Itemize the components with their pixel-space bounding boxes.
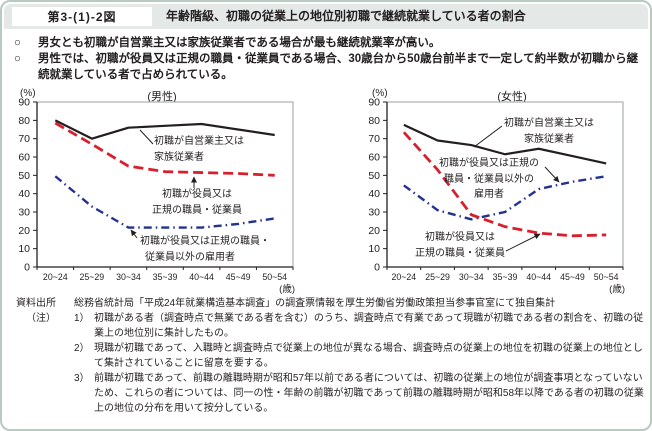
y-tick-label: 10 — [18, 243, 30, 255]
y-tick-label: 40 — [18, 188, 30, 200]
y-tick-label: 30 — [18, 207, 30, 219]
y-tick-label: 50 — [368, 170, 380, 182]
y-tick-label: 20 — [368, 225, 380, 237]
x-tick-label: 30~34 — [116, 272, 141, 282]
series-line-dashed — [402, 131, 607, 238]
source-row: 資料出所 総務省統計局「平成24年就業構造基本調査」の調査票情報を厚生労働省労働… — [16, 296, 644, 311]
x-tick-label: 35~39 — [493, 272, 518, 282]
y-tick-label: 30 — [368, 207, 380, 219]
note-items: 1） 初職がある者（調査時点で無業である者を含む）のうち、調査時点で有業であって… — [74, 311, 644, 416]
y-tick-label: 10 — [368, 243, 380, 255]
x-tick-label: 40~44 — [189, 272, 214, 282]
y-tick-label: 70 — [368, 133, 380, 145]
y-tick-label: 90 — [18, 97, 30, 109]
annotation-regular: 初職が役員又は 正規の職員・従業員 — [152, 189, 242, 216]
x-tick-label: 50~54 — [594, 272, 619, 282]
annotation-self-employed: 初職が自営業主又は 家族従業者 — [154, 136, 244, 163]
y-tick-label: 90 — [368, 97, 380, 109]
note-text: 現職が初職であって、入職時と調査時点で従業上の地位が異なる場合、調査時点の従業上… — [94, 343, 643, 369]
note-number: 1） — [74, 313, 90, 324]
x-tick-label: 45~49 — [560, 272, 585, 282]
chart-title-male: (男性) — [147, 91, 177, 103]
y-tick-label: 70 — [18, 133, 30, 145]
annotation-self-employed: 初職が自営業主又は 家族従業者 — [504, 118, 594, 145]
y-tick-label: 0 — [374, 262, 380, 274]
y-axis-unit: (%) — [372, 88, 388, 99]
y-tick-label: 20 — [18, 225, 30, 237]
note-row: （注） 1） 初職がある者（調査時点で無業である者を含む）のうち、調査時点で有業… — [16, 311, 644, 416]
source-text: 総務省統計局「平成24年就業構造基本調査」の調査票情報を厚生労働省労働政策担当参… — [74, 298, 556, 309]
x-tick-label: 50~54 — [262, 272, 287, 282]
bullet-text: 男性では、初職が役員又は正規の職員・従業員である場合、30歳台から50歳台前半ま… — [38, 53, 639, 81]
figure-number: 第3-(1)-2図 — [12, 7, 152, 26]
y-tick-label: 60 — [368, 152, 380, 164]
y-tick-label: 40 — [368, 188, 380, 200]
bullet-text: 男女とも初職が自営業主又は家族従業者である場合が最も継続就業率が高い。 — [38, 37, 441, 49]
note-item: 3） 前職が初職であって、前職の離職時期が昭和57年以前である者については、初職… — [74, 371, 644, 416]
y-axis-unit: (%) — [20, 88, 36, 99]
series-line-dashdot — [54, 175, 275, 229]
source-notes: 資料出所 総務省統計局「平成24年就業構造基本調査」の調査票情報を厚生労働省労働… — [16, 296, 644, 416]
y-tick-label: 80 — [18, 115, 30, 127]
note-number: 3） — [74, 373, 90, 384]
note-label: （注） — [26, 313, 56, 324]
x-tick-label: 40~44 — [526, 272, 551, 282]
series-line-dashed — [54, 121, 275, 177]
x-tick-label: 25~29 — [79, 272, 104, 282]
x-tick-label: 25~29 — [425, 272, 450, 282]
note-item: 2） 現職が初職であって、入職時と調査時点で従業上の地位が異なる場合、調査時点の… — [74, 341, 644, 371]
y-tick-label: 50 — [18, 170, 30, 182]
y-tick-label: 60 — [18, 152, 30, 164]
summary-bullet: ○ 男性では、初職が役員又は正規の職員・従業員である場合、30歳台から50歳台前… — [14, 51, 642, 83]
series-line-dashdot — [403, 175, 607, 221]
figure-title: 年齢階級、初職の従業上の地位別初職で継続就業している者の割合 — [166, 9, 526, 23]
series-line-solid — [54, 119, 275, 140]
series-line-solid — [403, 123, 607, 165]
x-axis-unit: (歳) — [279, 283, 295, 295]
x-tick-label: 20~24 — [391, 272, 416, 282]
y-tick-label: 80 — [368, 115, 380, 127]
annotation-non-regular: 初職が役員又は正規の職員・ 従業員以外の雇用者 — [140, 236, 270, 263]
x-axis-unit: (歳) — [609, 283, 625, 295]
bullet-circle-icon: ○ — [14, 37, 21, 49]
note-number: 2） — [74, 343, 90, 354]
bullet-circle-icon: ○ — [14, 53, 21, 65]
chart-male: (%) (男性) 0 10 20 30 40 50 60 70 80 90 20~24 25~29 30… — [6, 88, 318, 298]
summary-bullets: ○ 男女とも初職が自営業主又は家族従業者である場合が最も継続就業率が高い。 ○ … — [14, 35, 642, 83]
note-text: 初職がある者（調査時点で無業である者を含む）のうち、調査時点で有業であって現職が… — [94, 313, 644, 339]
x-tick-label: 45~49 — [226, 272, 251, 282]
annotation-non-regular: 初職が役員又は正規の 職員・従業員以外の 雇用者 — [439, 158, 539, 200]
chart-title-female: (女性) — [497, 91, 527, 103]
y-tick-label: 0 — [24, 262, 30, 274]
chart-female: (%) (女性) 0 10 20 30 40 50 60 70 80 90 20~24 25~29 30… — [356, 88, 650, 298]
summary-bullet: ○ 男女とも初職が自営業主又は家族従業者である場合が最も継続就業率が高い。 — [14, 35, 642, 51]
x-tick-label: 35~39 — [153, 272, 178, 282]
x-tick-label: 20~24 — [43, 272, 68, 282]
line-plot-female: 0 10 20 30 40 50 60 70 80 90 20~24 25~29 30~34 35~39 4… — [368, 97, 625, 296]
source-label: 資料出所 — [16, 298, 56, 309]
header-band: 第3-(1)-2図 年齢階級、初職の従業上の地位別初職で継続就業している者の割合 — [4, 4, 648, 29]
annotation-regular: 初職が役員又は 正規の職員・従業員 — [415, 232, 505, 259]
note-text: 前職が初職であって、前職の離職時期が昭和57年以前である者については、初職の従業… — [94, 373, 644, 414]
note-item: 1） 初職がある者（調査時点で無業である者を含む）のうち、調査時点で有業であって… — [74, 311, 644, 341]
line-plot-male: 0 10 20 30 40 50 60 70 80 90 20~24 25~29 30~34 35~39 4… — [18, 97, 295, 296]
x-tick-label: 30~34 — [459, 272, 484, 282]
